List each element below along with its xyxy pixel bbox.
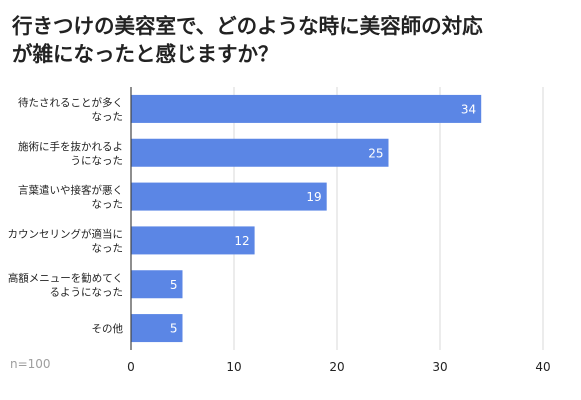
category-label: なった bbox=[92, 111, 124, 123]
bar-value-label: 5 bbox=[170, 278, 178, 292]
x-tick-label: 30 bbox=[432, 360, 447, 374]
chart-title-line-2: が雑になったと感じますか？ bbox=[12, 42, 279, 66]
category-label: なった bbox=[92, 199, 124, 211]
category-label: うになった bbox=[71, 155, 124, 167]
category-label: 待たされることが多く bbox=[18, 96, 123, 109]
bar bbox=[131, 182, 327, 211]
bar-value-label: 5 bbox=[170, 322, 178, 336]
bar bbox=[131, 138, 389, 167]
category-label: 施術に手を抜かれるよ bbox=[18, 140, 123, 153]
bar-value-label: 34 bbox=[461, 102, 476, 116]
chart-title: 行きつけの美容室で、どのような時に美容師の対応 が雑になったと感じますか？ bbox=[12, 12, 572, 68]
x-tick-label: 10 bbox=[226, 360, 241, 374]
category-label: 言葉遣いや接客が悪く bbox=[18, 184, 123, 197]
bar-value-label: 25 bbox=[368, 146, 383, 160]
bar bbox=[131, 94, 482, 123]
x-tick-label: 0 bbox=[127, 360, 135, 374]
bar-value-label: 12 bbox=[234, 234, 249, 248]
chart-title-line-1: 行きつけの美容室で、どのような時に美容師の対応 bbox=[12, 14, 483, 38]
category-label: 高額メニューを勧めてく bbox=[8, 271, 123, 284]
x-tick-label: 40 bbox=[535, 360, 550, 374]
bar bbox=[131, 226, 255, 255]
category-label: なった bbox=[92, 242, 124, 254]
x-tick-label: 20 bbox=[329, 360, 344, 374]
category-label: カウンセリングが適当に bbox=[8, 227, 124, 240]
sample-size-note: n=100 bbox=[10, 357, 51, 371]
bar-value-label: 19 bbox=[306, 190, 321, 204]
category-label: その他 bbox=[92, 322, 124, 335]
bar bbox=[131, 314, 183, 343]
category-label: るようになった bbox=[50, 286, 124, 298]
bar bbox=[131, 270, 183, 299]
